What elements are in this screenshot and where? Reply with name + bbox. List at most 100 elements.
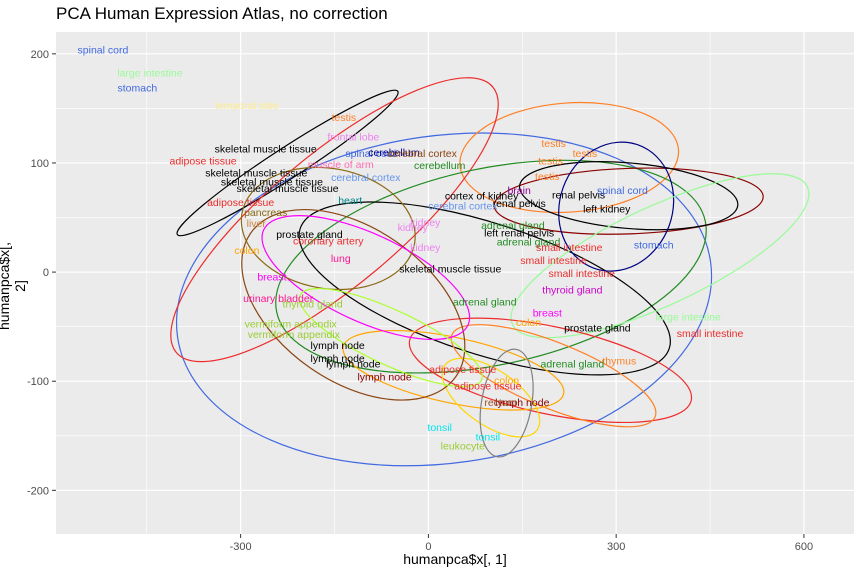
point-label: adrenal gland — [541, 359, 605, 371]
point-label: breast — [533, 307, 562, 319]
point-label: adrenal gland — [453, 296, 517, 308]
point-label: small intestine — [520, 255, 587, 267]
point-label: breast — [257, 271, 286, 283]
point-label: large intestine — [117, 67, 183, 79]
x-tick-label: 600 — [795, 541, 813, 553]
point-label: lymph node — [495, 397, 549, 409]
ellipse-breast — [261, 215, 471, 341]
point-label: brain — [507, 185, 531, 197]
ellipse-pancreas — [240, 166, 416, 291]
point-label: rectum — [484, 397, 516, 409]
point-label: cerebral cortex — [387, 148, 457, 160]
point-label: cortex of kidney — [445, 191, 519, 203]
ellipse-cortex-of-kidney — [558, 141, 675, 272]
point-label: prostate gland — [276, 229, 343, 241]
point-label: skeletal muscle tissue — [205, 168, 307, 180]
point-label: stomach — [634, 240, 674, 252]
point-label: lymph node — [310, 340, 364, 352]
point-label: testis — [535, 171, 560, 183]
point-label: lymph node — [310, 353, 364, 365]
point-label: cerebral cortex — [331, 172, 401, 184]
y-tick-label: -100 — [27, 376, 49, 388]
point-label: thymus — [602, 355, 636, 367]
point-label: small intestine — [536, 242, 603, 254]
point-label: spinal cord — [597, 185, 648, 197]
ellipse-skeletal-muscle-tissue — [176, 89, 399, 237]
point-label: colon — [234, 245, 259, 257]
point-label: thyroid gland — [542, 284, 602, 296]
ellipse-small-intestine — [408, 317, 693, 424]
point-label: colon — [516, 317, 541, 329]
ellipse-adrenal-gland — [275, 159, 707, 374]
point-label: large intestine — [655, 312, 721, 324]
point-label: spinal cord — [78, 44, 129, 56]
point-label-layer: spinal cord large intestine stomach tempora… — [78, 44, 744, 452]
point-label: renal pelvis — [493, 198, 546, 210]
ellipse-large-intestine — [510, 173, 810, 339]
ellipse-renal-pelvis — [493, 167, 764, 235]
point-label: kidney — [410, 242, 441, 254]
point-label: thyroid gland — [283, 299, 343, 311]
x-tick-label: 300 — [607, 541, 625, 553]
point-label: adipose tissue — [207, 197, 274, 209]
y-tick-label: 100 — [31, 158, 49, 170]
point-label: tonsil — [427, 422, 452, 434]
point-label: spinal cord — [345, 148, 396, 160]
ellipse-testis — [459, 101, 680, 214]
point-label: testis — [541, 138, 566, 150]
point-label: small intestine — [677, 328, 744, 340]
point-label: adipose tissue — [429, 364, 496, 376]
ellipse-colon — [241, 208, 466, 401]
point-label: heart — [338, 195, 362, 207]
point-label: muscle of arm — [308, 159, 374, 171]
point-label: stomach — [118, 83, 158, 95]
point-label: skeletal muscle tissue — [221, 176, 323, 188]
point-label: adipose tissue — [454, 380, 521, 392]
point-label: skeletal muscle tissue — [215, 144, 317, 156]
ellipse-lymph-node — [342, 330, 565, 411]
point-label: colon — [494, 375, 519, 387]
point-label: lymph node — [326, 359, 380, 371]
chart-title: PCA Human Expression Atlas, no correctio… — [56, 4, 388, 23]
ellipse-tonsil — [441, 357, 541, 438]
point-label: lymph node — [357, 372, 411, 384]
x-axis: -300 0 300 600 — [230, 534, 813, 553]
point-label: adrenal gland — [481, 220, 545, 232]
point-label: testis — [332, 112, 357, 124]
ellipse-thymus — [450, 324, 657, 428]
point-label: vermiform appendix — [245, 318, 338, 330]
point-label: testis — [573, 148, 598, 160]
x-axis-label: humanpca$x[, 1] — [403, 551, 507, 567]
point-label: lung — [331, 253, 351, 265]
point-label: cerebellum — [368, 147, 420, 159]
point-label: adrenal gland — [497, 236, 561, 248]
point-label: vermiform appendix — [248, 329, 341, 341]
point-label: skeletal muscle tissue — [399, 264, 501, 276]
point-label: coronary artery — [293, 235, 364, 247]
y-tick-label: -200 — [27, 485, 49, 497]
point-label: renal pelvis — [552, 189, 605, 201]
y-axis: 200 100 0 -100 -200 — [27, 49, 56, 497]
point-label: testis — [538, 156, 563, 168]
ellipse-kidney — [518, 161, 739, 231]
point-label: left renal pelvis — [484, 228, 554, 240]
ellipse-stomach — [175, 132, 713, 467]
point-label: tonsil — [476, 432, 501, 444]
point-label: left kidney — [583, 204, 631, 216]
point-label: prostate gland — [564, 323, 631, 335]
ellipse-layer — [170, 77, 810, 467]
point-label: liver — [247, 218, 267, 230]
point-label: cerebellum — [414, 160, 466, 172]
ellipse-rectum — [479, 348, 534, 458]
point-label: small intestine — [548, 268, 615, 280]
plot-panel — [56, 32, 854, 534]
y-tick-label: 200 — [31, 49, 49, 61]
y-tick-label: 0 — [43, 267, 49, 279]
point-label: kidney — [398, 222, 429, 234]
ellipse-vermiform-appendix — [298, 287, 483, 388]
point-label: pancreas — [244, 207, 287, 219]
point-label: urinary bladder — [243, 293, 314, 305]
point-label: kidney — [410, 217, 441, 229]
point-label: adipose tissue — [170, 156, 237, 168]
point-label: leukocyte — [441, 440, 486, 452]
